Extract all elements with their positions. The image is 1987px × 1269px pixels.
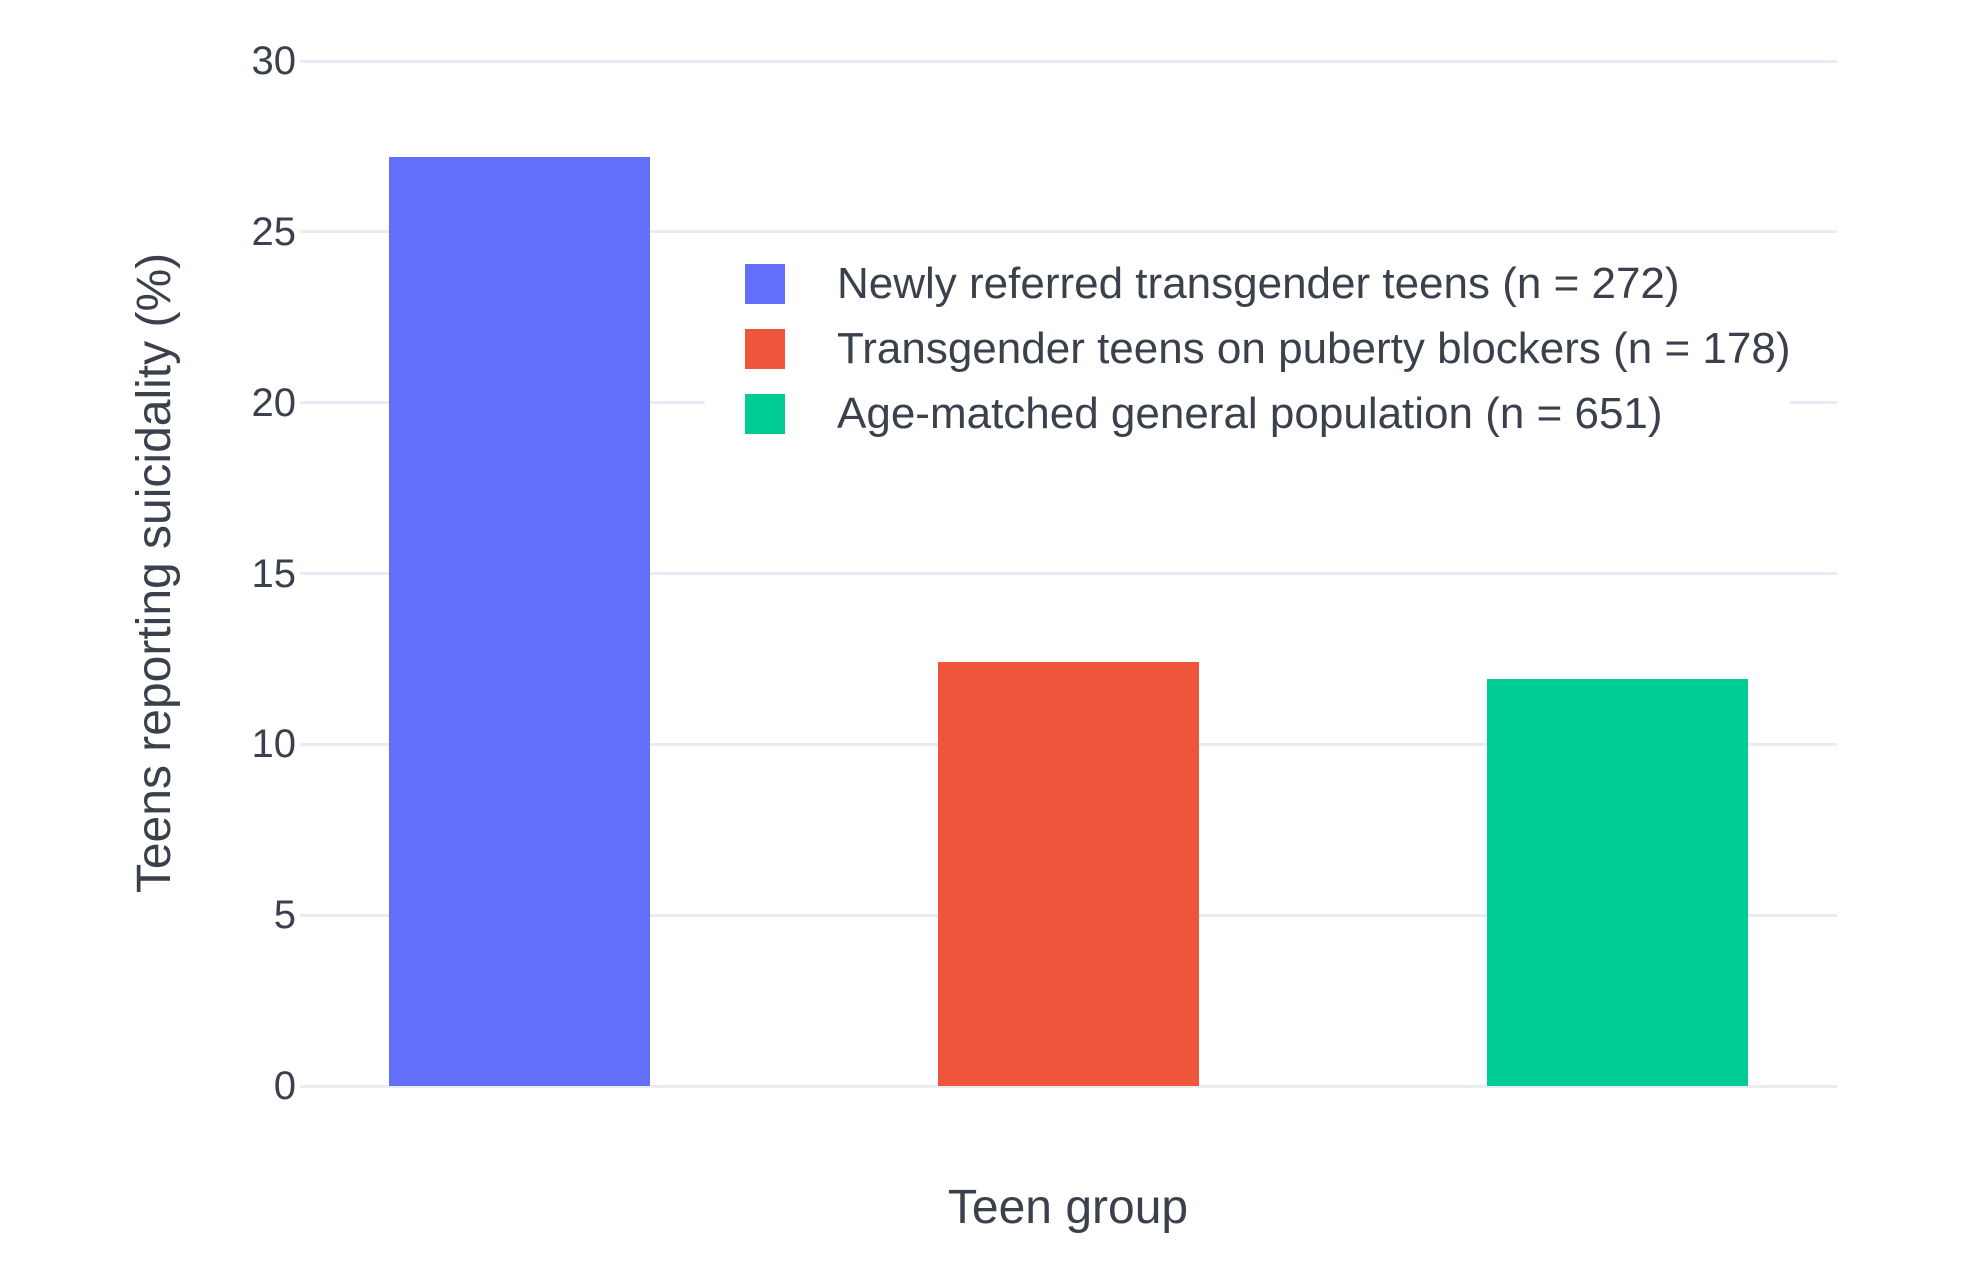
legend-item-age-matched-general-population[interactable]: Age-matched general population (n = 651) [705, 381, 1790, 446]
legend-swatch-general-population-icon [745, 393, 785, 434]
legend-item-transgender-teens-on-puberty-blockers[interactable]: Transgender teens on puberty blockers (n… [705, 316, 1790, 381]
gridline-y-15 [300, 572, 1837, 575]
y-tick-label-20: 20 [251, 380, 297, 425]
legend-swatch-puberty-blockers-icon [745, 328, 785, 369]
gridline-y-25 [300, 230, 1837, 234]
legend-label: Transgender teens on puberty blockers (n… [837, 323, 1791, 373]
gridline-y-30 [300, 59, 1837, 63]
bar-age-matched-general-population [1487, 679, 1748, 1086]
y-axis-title: Teens reporting suicidality (%) [128, 252, 181, 894]
y-tick-label-15: 15 [251, 551, 297, 596]
legend-label: Age-matched general population (n = 651) [837, 388, 1663, 438]
bar-transgender-teens-on-puberty-blockers [938, 662, 1199, 1086]
x-axis-title: Teen group [947, 1181, 1189, 1234]
legend: Newly referred transgender teens (n = 27… [705, 240, 1790, 446]
legend-swatch-newly-referred-icon [745, 263, 785, 304]
y-tick-label-30: 30 [251, 39, 297, 83]
legend-item-newly-referred-transgender-teens[interactable]: Newly referred transgender teens (n = 27… [705, 251, 1790, 316]
bar-newly-referred-transgender-teens [389, 156, 650, 1086]
y-tick-label-10: 10 [251, 722, 297, 767]
y-tick-label-0: 0 [273, 1064, 296, 1108]
gridline-y-0 [300, 1084, 1837, 1088]
y-tick-label-5: 5 [273, 893, 296, 938]
y-tick-label-25: 25 [251, 209, 297, 254]
legend-label: Newly referred transgender teens (n = 27… [837, 258, 1680, 308]
